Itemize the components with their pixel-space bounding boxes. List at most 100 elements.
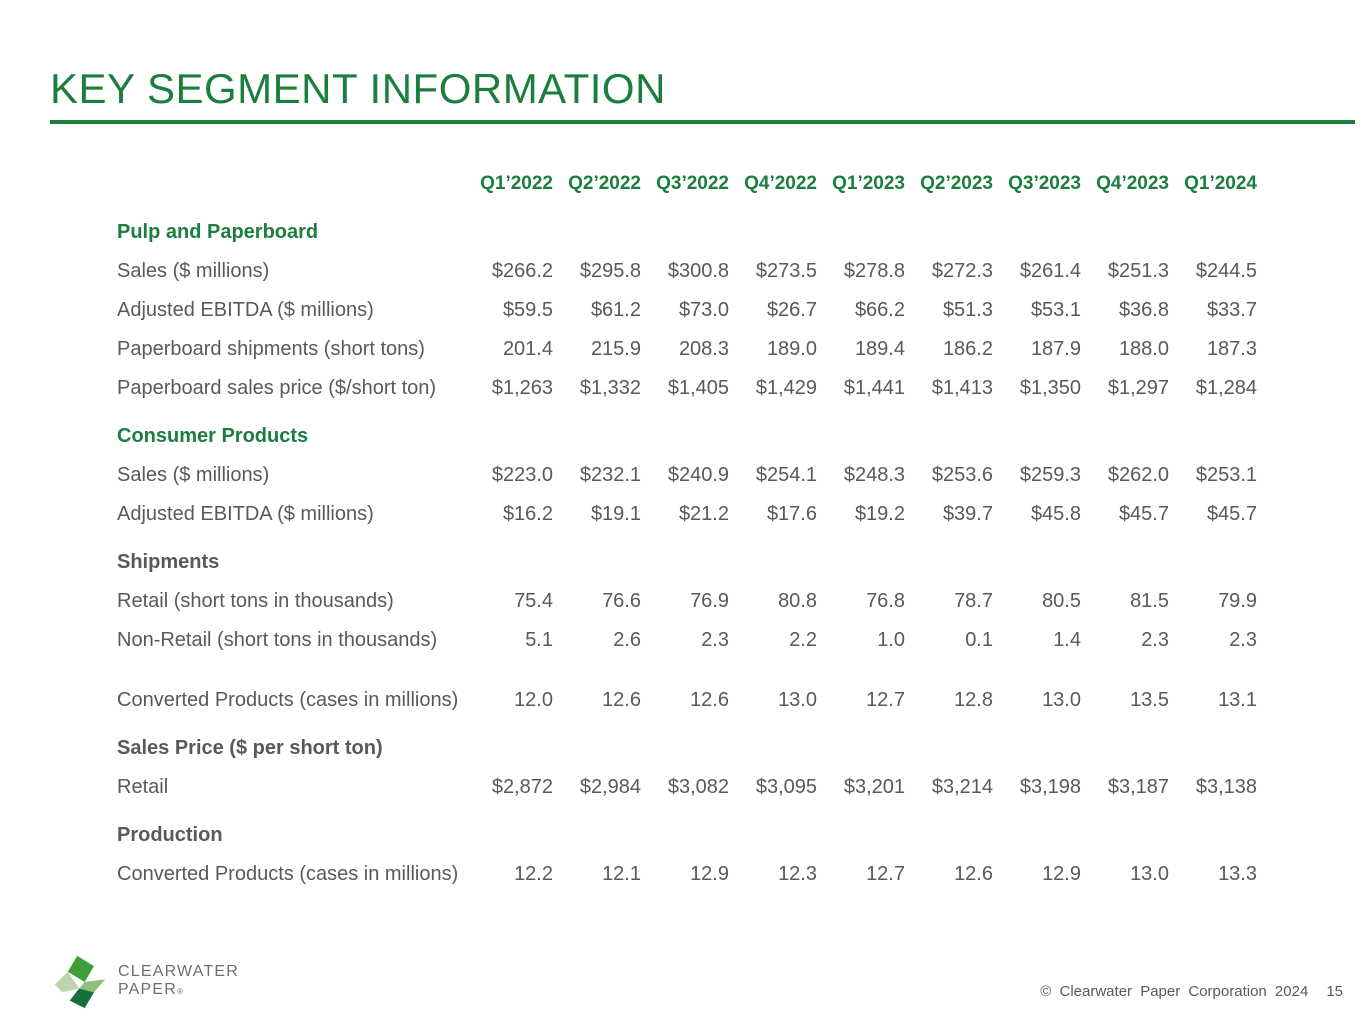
cell-value: $259.3 <box>1019 464 1081 486</box>
cell-value: $45.7 <box>1118 503 1169 525</box>
cell-value: 12.9 <box>1042 863 1081 885</box>
cell-value: 12.1 <box>602 863 641 885</box>
cell-value: $1,441 <box>843 377 905 399</box>
cell-value: $3,214 <box>931 776 993 798</box>
cell-value: $1,405 <box>667 377 729 399</box>
page-number: 15 <box>1326 983 1343 1000</box>
cell-value: $3,201 <box>843 776 905 798</box>
table-row: Converted Products (cases in millions) 12… <box>117 688 1365 712</box>
cell-value: 13.0 <box>1130 863 1169 885</box>
cell-value: $272.3 <box>931 260 993 282</box>
registered-trademark: ® <box>177 987 185 996</box>
cell-value: $1,332 <box>579 377 641 399</box>
cell-value: 1.0 <box>877 629 905 651</box>
cell-value: $19.1 <box>590 503 641 525</box>
cell-value: 187.3 <box>1206 338 1257 360</box>
cell-value: 12.9 <box>690 863 729 885</box>
cell-value: 13.0 <box>1042 689 1081 711</box>
cell-value: $66.2 <box>854 299 905 321</box>
cell-value: 187.9 <box>1030 338 1081 360</box>
copyright-text: © Clearwater Paper Corporation 2024 <box>1040 983 1309 1000</box>
section-heading: Sales Price ($ per short ton) <box>117 737 383 759</box>
footer-logo: CLEARWATER PAPER® <box>52 954 239 1010</box>
cell-value: $251.3 <box>1107 260 1169 282</box>
section-heading: Consumer Products <box>117 425 309 447</box>
logo-line2: PAPER® <box>118 981 185 998</box>
cell-value: $21.2 <box>678 503 729 525</box>
cell-value: 12.7 <box>866 863 905 885</box>
title-underline <box>50 120 1355 124</box>
cell-value: 2.3 <box>1141 629 1169 651</box>
cell-value: 189.4 <box>854 338 905 360</box>
column-header: Q1’2022 <box>480 173 553 194</box>
row-label: Converted Products (cases in millions) <box>117 689 459 711</box>
cell-value: 215.9 <box>590 338 641 360</box>
cell-value: $254.1 <box>755 464 817 486</box>
table-row: Paperboard shipments (short tons) 201.4 21… <box>117 337 1365 361</box>
cell-value: $3,095 <box>755 776 817 798</box>
cell-value: 189.0 <box>766 338 817 360</box>
section-heading: Shipments <box>117 551 220 573</box>
cell-value: $59.5 <box>502 299 553 321</box>
column-header: Q1’2023 <box>832 173 905 194</box>
cell-value: $1,413 <box>931 377 993 399</box>
cell-value: 80.8 <box>778 590 817 612</box>
cell-value: 12.2 <box>514 863 553 885</box>
cell-value: $248.3 <box>843 464 905 486</box>
row-label: Sales ($ millions) <box>117 464 270 486</box>
cell-value: 2.3 <box>701 629 729 651</box>
cell-value: 76.6 <box>602 590 641 612</box>
cell-value: $1,429 <box>755 377 817 399</box>
cell-value: $3,082 <box>667 776 729 798</box>
cell-value: 12.7 <box>866 689 905 711</box>
cell-value: $3,187 <box>1107 776 1169 798</box>
cell-value: 12.8 <box>954 689 993 711</box>
cell-value: $33.7 <box>1206 299 1257 321</box>
cell-value: $223.0 <box>491 464 553 486</box>
logo-line1: CLEARWATER <box>118 963 240 980</box>
cell-value: 5.1 <box>525 629 553 651</box>
cell-value: $295.8 <box>579 260 641 282</box>
clearwater-paper-logo-icon <box>54 955 106 1009</box>
section-heading: Pulp and Paperboard <box>117 221 319 243</box>
cell-value: $1,263 <box>491 377 553 399</box>
column-header: Q4’2022 <box>744 173 817 194</box>
cell-value: $36.8 <box>1118 299 1169 321</box>
cell-value: $19.2 <box>854 503 905 525</box>
cell-value: $240.9 <box>667 464 729 486</box>
cell-value: $262.0 <box>1107 464 1169 486</box>
cell-value: 2.2 <box>789 629 817 651</box>
row-label: Non-Retail (short tons in thousands) <box>117 629 438 651</box>
cell-value: $3,138 <box>1195 776 1257 798</box>
column-header: Q2’2023 <box>920 173 993 194</box>
row-label: Paperboard shipments (short tons) <box>117 338 425 360</box>
column-header: Q2’2022 <box>568 173 641 194</box>
cell-value: 13.0 <box>778 689 817 711</box>
cell-value: 75.4 <box>514 590 553 612</box>
cell-value: $73.0 <box>678 299 729 321</box>
cell-value: $45.8 <box>1030 503 1081 525</box>
row-label: Retail <box>117 776 169 798</box>
cell-value: $51.3 <box>942 299 993 321</box>
row-label: Adjusted EBITDA ($ millions) <box>117 299 374 321</box>
cell-value: $45.7 <box>1206 503 1257 525</box>
cell-value: $1,284 <box>1195 377 1257 399</box>
cell-value: $61.2 <box>590 299 641 321</box>
cell-value: 186.2 <box>942 338 993 360</box>
cell-value: $1,297 <box>1107 377 1169 399</box>
cell-value: 12.3 <box>778 863 817 885</box>
cell-value: $253.1 <box>1195 464 1257 486</box>
row-label: Adjusted EBITDA ($ millions) <box>117 503 374 525</box>
cell-value: $1,350 <box>1019 377 1081 399</box>
cell-value: 201.4 <box>502 338 553 360</box>
logo-wordmark: CLEARWATER PAPER® <box>118 963 239 1001</box>
cell-value: 13.1 <box>1218 689 1257 711</box>
cell-value: 0.1 <box>965 629 993 651</box>
section-heading: Production <box>117 824 223 846</box>
cell-value: 81.5 <box>1130 590 1169 612</box>
cell-value: $253.6 <box>931 464 993 486</box>
cell-value: $300.8 <box>667 260 729 282</box>
column-header: Q1’2024 <box>1184 173 1257 194</box>
row-label: Retail (short tons in thousands) <box>117 590 394 612</box>
cell-value: $2,872 <box>491 776 553 798</box>
